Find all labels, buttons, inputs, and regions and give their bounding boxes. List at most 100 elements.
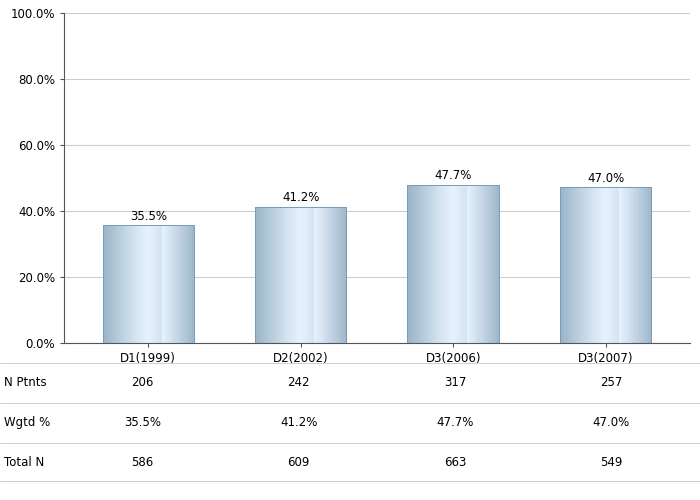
Bar: [264, 206, 266, 342]
Bar: [455, 185, 456, 342]
Bar: [563, 188, 565, 342]
Bar: [176, 226, 177, 342]
Bar: [486, 185, 489, 342]
Bar: [590, 188, 592, 342]
Bar: [106, 226, 107, 342]
Bar: [447, 185, 449, 342]
Bar: [266, 206, 267, 342]
Bar: [456, 185, 458, 342]
Bar: [130, 226, 132, 342]
Bar: [191, 226, 193, 342]
Bar: [639, 188, 641, 342]
Bar: [615, 188, 617, 342]
Bar: [426, 185, 428, 342]
Bar: [631, 188, 634, 342]
Bar: [104, 226, 106, 342]
Text: 549: 549: [600, 456, 622, 469]
Bar: [116, 226, 118, 342]
Bar: [340, 206, 342, 342]
Bar: [580, 188, 582, 342]
Bar: [339, 206, 340, 342]
Bar: [156, 226, 158, 342]
Bar: [442, 185, 444, 342]
Bar: [482, 185, 484, 342]
Bar: [115, 226, 116, 342]
Bar: [322, 206, 323, 342]
Bar: [409, 185, 411, 342]
Bar: [560, 188, 561, 342]
Bar: [332, 206, 335, 342]
Bar: [183, 226, 185, 342]
Bar: [310, 206, 312, 342]
Bar: [435, 185, 437, 342]
Bar: [430, 185, 432, 342]
Bar: [645, 188, 647, 342]
Bar: [564, 188, 566, 342]
Bar: [260, 206, 261, 342]
Bar: [476, 185, 477, 342]
Bar: [323, 206, 326, 342]
Bar: [102, 226, 194, 342]
Bar: [644, 188, 645, 342]
Bar: [436, 185, 438, 342]
Bar: [618, 188, 620, 342]
Bar: [319, 206, 321, 342]
Bar: [613, 188, 615, 342]
Bar: [484, 185, 485, 342]
Bar: [458, 185, 459, 342]
Bar: [488, 185, 490, 342]
Bar: [141, 226, 142, 342]
Bar: [570, 188, 573, 342]
Bar: [255, 206, 257, 342]
Bar: [298, 206, 300, 342]
Bar: [485, 185, 487, 342]
Bar: [270, 206, 272, 342]
Bar: [490, 185, 491, 342]
Bar: [328, 206, 330, 342]
Bar: [167, 226, 168, 342]
Bar: [321, 206, 322, 342]
Text: 47.0%: 47.0%: [593, 416, 630, 429]
Bar: [622, 188, 624, 342]
Bar: [262, 206, 265, 342]
Bar: [491, 185, 493, 342]
Bar: [583, 188, 584, 342]
Bar: [473, 185, 475, 342]
Text: 663: 663: [444, 456, 466, 469]
Text: 317: 317: [444, 376, 466, 389]
Text: 257: 257: [600, 376, 622, 389]
Bar: [305, 206, 307, 342]
Bar: [288, 206, 290, 342]
Bar: [290, 206, 292, 342]
Bar: [272, 206, 274, 342]
Bar: [415, 185, 416, 342]
Bar: [412, 185, 414, 342]
Bar: [609, 188, 610, 342]
Bar: [174, 226, 176, 342]
Bar: [314, 206, 316, 342]
Bar: [607, 188, 609, 342]
Bar: [108, 226, 111, 342]
Bar: [256, 206, 258, 342]
Bar: [568, 188, 569, 342]
Bar: [345, 206, 346, 342]
Bar: [269, 206, 270, 342]
Bar: [330, 206, 331, 342]
Bar: [147, 226, 148, 342]
Bar: [606, 188, 608, 342]
Bar: [477, 185, 480, 342]
Bar: [493, 185, 494, 342]
Bar: [313, 206, 314, 342]
Bar: [299, 206, 301, 342]
Bar: [466, 185, 467, 342]
Bar: [630, 188, 631, 342]
Bar: [344, 206, 345, 342]
Bar: [620, 188, 621, 342]
Bar: [612, 188, 613, 342]
Bar: [598, 188, 600, 342]
Bar: [581, 188, 583, 342]
Bar: [153, 226, 155, 342]
Bar: [190, 226, 191, 342]
Bar: [133, 226, 134, 342]
Bar: [160, 226, 162, 342]
